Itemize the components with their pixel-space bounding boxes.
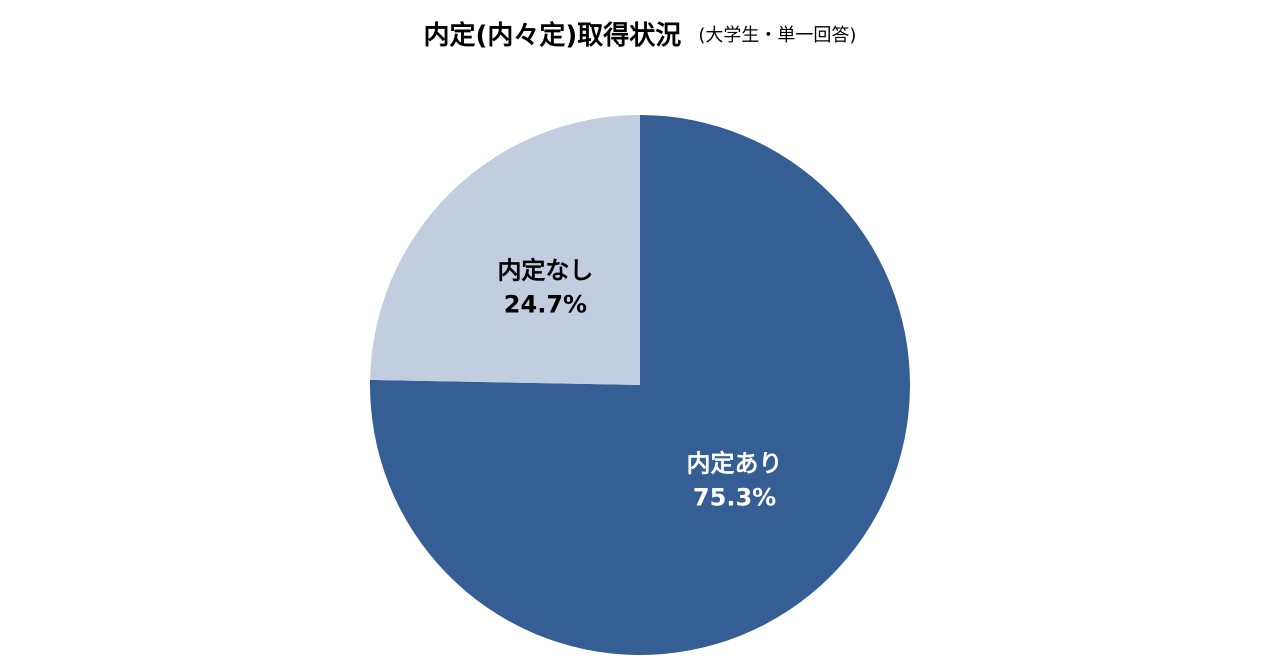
slice-category-label: 内定あり <box>687 449 783 477</box>
slice-category-label: 内定なし <box>497 257 593 285</box>
title-group: 内定(内々定)取得状況 (大学生・単一回答) <box>424 20 857 51</box>
chart-title: 内定(内々定)取得状況 <box>424 20 682 51</box>
slice-value-label: 75.3% <box>693 483 776 511</box>
pie-slice <box>370 115 640 385</box>
chart-subtitle: (大学生・単一回答) <box>698 25 856 46</box>
slice-value-label: 24.7% <box>504 291 587 319</box>
